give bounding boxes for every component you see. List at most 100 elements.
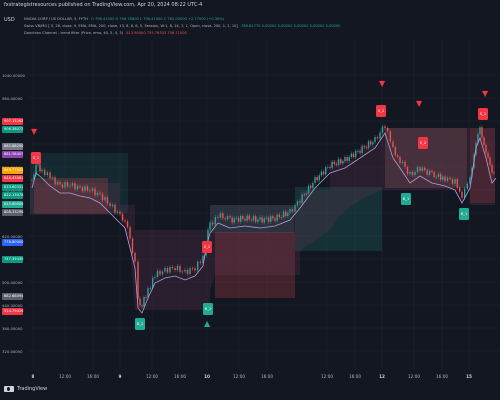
candle-body (51, 177, 54, 179)
candle-body (263, 218, 265, 223)
candle-body (104, 197, 106, 201)
price-tag: 882.88250 (2, 143, 24, 150)
candle-body (270, 216, 272, 222)
candle-body (314, 177, 316, 184)
candle-body (255, 216, 257, 222)
candle-body (327, 166, 329, 168)
sell-signal-marker[interactable]: S_1 (376, 105, 386, 117)
buy-signal-marker[interactable]: B_1 (401, 193, 411, 205)
candle-body (355, 151, 357, 158)
buy-signal-marker[interactable]: B_1 (459, 208, 469, 220)
footer-brand[interactable]: TradingView (4, 386, 47, 392)
candle-body (41, 169, 43, 172)
candle-body (437, 173, 440, 177)
candle-body (124, 220, 126, 222)
candle-body (363, 146, 365, 148)
price-tick: 380.00000 (2, 326, 23, 331)
candle-body (217, 217, 219, 218)
candle-body (179, 266, 181, 272)
sell-signal-marker[interactable]: S_2 (418, 137, 428, 149)
time-tick: 15 (466, 374, 472, 379)
candle-body (442, 176, 444, 180)
buy-signal-marker[interactable]: B_2 (203, 303, 213, 315)
candle-body (456, 179, 459, 188)
price-tag: 747.39430 (2, 256, 24, 263)
footer-brand-label: TradingView (17, 386, 48, 392)
candle-body (121, 213, 124, 221)
candle-body (426, 170, 428, 175)
time-axis[interactable]: 8 12:00 16:00 9 12:00 16:00 10 12:00 16:… (0, 372, 500, 384)
price-tag: 907.15262 (2, 118, 24, 125)
price-tag: 682.68094 (2, 293, 24, 300)
candle-body (458, 187, 461, 192)
candle-body (394, 147, 397, 156)
candle-body (259, 217, 261, 220)
sell-signal-marker[interactable]: S_1 (31, 152, 41, 164)
candle-body (276, 214, 278, 221)
candle-body (169, 267, 171, 273)
time-tick: 16:00 (260, 374, 274, 379)
candle-body (74, 183, 76, 190)
price-tick: 1040.00000 (2, 73, 25, 78)
candle-body (164, 267, 166, 272)
candle-body (71, 183, 74, 186)
candle-body (139, 298, 141, 306)
price-tag: 906.38072 (2, 126, 24, 133)
candle-body (322, 171, 325, 175)
candle-body (166, 267, 169, 273)
legend-donchian-indicator[interactable]: Donchian Channel - trend filter (Price, … (24, 31, 187, 35)
candle-body (39, 164, 41, 172)
candle-body (59, 181, 61, 185)
legend-donchian-values: 813.90000 755.76333 756.71000 (126, 31, 187, 35)
buy-signal-marker[interactable]: B_2 (135, 318, 145, 330)
candle-body (310, 185, 312, 188)
time-tick: 16:00 (348, 374, 362, 379)
candle-body (287, 212, 289, 217)
legend-donchian-label: Donchian Channel - trend filter (Price, … (24, 31, 124, 35)
candle-body (109, 203, 111, 207)
candle-body (485, 144, 487, 153)
candle-body (31, 180, 33, 181)
price-tick: 320.00000 (2, 349, 23, 354)
candle-body (248, 215, 250, 220)
legend-vbmo-label: Swiss VB/MO [ 5, 26, close, 9, EMA, EMA,… (24, 24, 238, 28)
candle-body (147, 288, 149, 298)
candle-body (267, 217, 270, 222)
candle-body (376, 137, 379, 139)
candle-body (94, 188, 96, 196)
candle-body (285, 211, 287, 217)
candle-body (346, 157, 348, 161)
sell-signal-marker[interactable]: S_1 (202, 241, 212, 253)
candle-body (66, 182, 69, 187)
candle-body (37, 164, 39, 166)
candle-body (431, 170, 433, 173)
candle-body (54, 177, 56, 185)
candle-body (76, 186, 79, 190)
candle-body (207, 229, 209, 243)
candle-body (222, 213, 224, 219)
time-tick: 12 (379, 374, 385, 379)
candle-body (64, 182, 66, 188)
candle-body (303, 194, 305, 196)
price-tick: 500.00000 (2, 280, 23, 285)
time-tick: 16:00 (173, 374, 187, 379)
candle-body (344, 157, 346, 162)
candle-body (365, 147, 368, 148)
candle-body (399, 157, 401, 163)
candle-body (141, 305, 143, 307)
candle-body (106, 197, 109, 204)
price-chart[interactable] (0, 0, 500, 372)
price-tick: 980.00000 (2, 96, 23, 101)
candle-body (316, 177, 318, 181)
candle-body (370, 141, 372, 145)
candle-body (428, 170, 431, 175)
candle-body (79, 186, 81, 188)
legend-vbmo-indicator[interactable]: Swiss VB/MO [ 5, 26, close, 9, EMA, EMA,… (24, 24, 340, 28)
candle-body (114, 204, 116, 213)
legend-main-series[interactable]: NVIDIA CORP / US DOLLAR, 5, FYTH O 796.4… (24, 17, 224, 21)
candle-body (237, 217, 240, 222)
sell-signal-marker[interactable]: S_1 (478, 108, 488, 120)
candle-body (149, 287, 152, 289)
candle-body (261, 217, 263, 223)
candle-body (81, 187, 84, 192)
